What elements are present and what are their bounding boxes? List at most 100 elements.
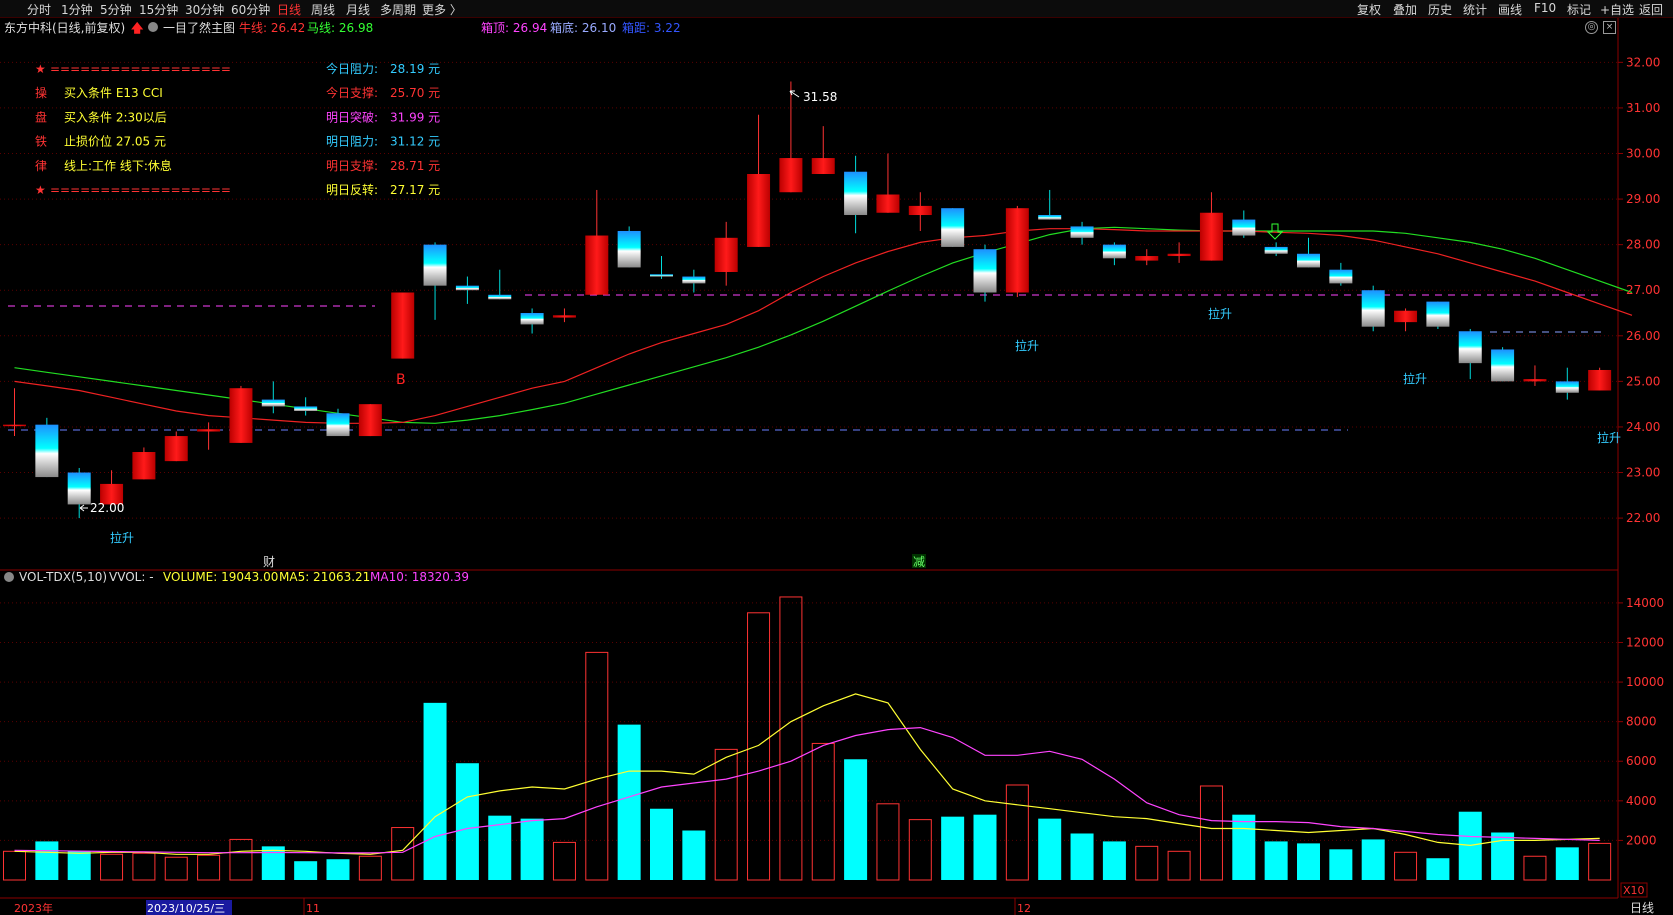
period-tab-weekly[interactable]: 周线 [311, 3, 336, 17]
volume-bar-up [132, 852, 156, 881]
volume-bar-down [261, 846, 285, 880]
back-button[interactable]: 返回 [1639, 3, 1664, 17]
candle-body-down [1361, 290, 1385, 327]
volume-bar-up [714, 748, 738, 881]
vol-toggle-icon[interactable] [4, 572, 14, 582]
candle-body-up [229, 388, 253, 443]
scale-badge[interactable]: X10 [1623, 884, 1645, 897]
candle-body-up [747, 174, 771, 247]
candle-body-up [876, 194, 900, 213]
cut-marker[interactable]: 减 [913, 555, 925, 569]
scale-badge-bg [1620, 882, 1648, 898]
volume-ma5-line [14, 693, 1600, 855]
lift-label-5: 拉升 [1597, 430, 1621, 445]
stock-title[interactable]: 东方中科(日线,前复权) [4, 21, 126, 35]
candle-body-up [1167, 253, 1191, 257]
adjust-button[interactable]: 复权 [1357, 3, 1382, 17]
candle-body-down [1070, 226, 1094, 238]
history-button[interactable]: 历史 [1428, 3, 1453, 17]
close-icon[interactable]: × [1603, 21, 1616, 34]
level-label: 今日支撑: [326, 85, 378, 100]
low-price-label: 22.00 [90, 501, 124, 515]
period-tab-5min[interactable]: 5分钟 [100, 3, 132, 17]
period-tab-1min[interactable]: 1分钟 [61, 3, 93, 17]
candle-body-up [391, 292, 415, 359]
candle-body-up [1588, 369, 1612, 391]
volume-bar-up [585, 651, 609, 881]
settings-icon[interactable]: ◎ [1585, 21, 1598, 34]
vol-ma5-value: MA5: 21063.21 [279, 570, 370, 584]
candle-body-down [650, 274, 673, 277]
indicator-mode[interactable]: 一目了然主图 [163, 21, 236, 35]
volume-bar-down [1232, 814, 1256, 880]
candle-body-down [682, 276, 706, 284]
volume-bar-up [1394, 851, 1418, 881]
price-tick-label: 28.00 [1626, 238, 1660, 252]
moving-average-lines [14, 226, 1633, 424]
candle-body-down [520, 313, 544, 325]
candle-body-down [1264, 246, 1288, 254]
volume-bar-up [552, 841, 576, 881]
volume-bar-down [1297, 843, 1320, 880]
volume-tick-label: 4000 [1626, 794, 1657, 808]
stats-button[interactable]: 统计 [1463, 3, 1488, 17]
period-tab-60min[interactable]: 60分钟 [231, 3, 271, 17]
high-arrow-icon [789, 90, 800, 98]
top-toolbar: 分时 1分钟 5分钟 15分钟 30分钟 60分钟 日线 周线 月线 多周期 更… [0, 0, 1673, 18]
candle-body-down [1555, 381, 1579, 393]
high-price-label: 31.58 [803, 90, 837, 104]
vol-indicator-name[interactable]: VOL-TDX(5,10) [19, 570, 107, 584]
candle-body-up [100, 483, 124, 505]
volume-bar-up [1005, 784, 1029, 881]
volume-value: VOLUME: 19043.00 [163, 570, 278, 584]
f10-button[interactable]: F10 [1534, 1, 1557, 15]
period-tab-monthly[interactable]: 月线 [346, 3, 371, 17]
period-tab-daily[interactable]: 日线 [277, 3, 302, 17]
level-value: 31.12 元 [390, 135, 440, 149]
ma-line-red [14, 228, 1633, 424]
volume-bar-up [811, 742, 835, 881]
candle-body-up [714, 237, 738, 272]
mark-button[interactable]: 标记 [1567, 3, 1592, 17]
volume-bar-down [67, 851, 91, 880]
fin-marker[interactable]: 财 [263, 555, 275, 569]
draw-button[interactable]: 画线 [1498, 3, 1523, 17]
volume-tick-label: 6000 [1626, 754, 1657, 768]
candle-body-up [197, 429, 221, 432]
volume-bar-down [488, 815, 512, 880]
period-tab-15min[interactable]: 15分钟 [139, 3, 179, 17]
volume-bar-up [876, 803, 900, 881]
add-watchlist-button[interactable]: +自选 [1600, 3, 1635, 17]
period-tab-fenshi[interactable]: 分时 [27, 3, 52, 17]
volume-bar-down [650, 808, 673, 880]
candle-body-up [1199, 212, 1223, 261]
candle-body-down [1232, 219, 1256, 236]
candle-body-down [67, 472, 91, 505]
kline-chart[interactable]: 32.00 31.00 30.00 29.00 28.00 27.00 26.00 25.00… [0, 18, 1673, 915]
rule-tag: 操 [35, 85, 47, 100]
period-tab-multi[interactable]: 多周期 [380, 3, 417, 17]
low-arrow-icon [79, 504, 88, 512]
rule-tag: 盘 [35, 109, 47, 124]
rule-tag: 律 [35, 159, 47, 173]
vol-ma10-value: MA10: 18320.39 [370, 570, 469, 584]
volume-tick-label: 2000 [1626, 833, 1657, 847]
period-tab-more[interactable]: 更多 〉 [422, 3, 462, 17]
lift-label-2: 拉升 [1015, 338, 1039, 353]
period-tab-30min[interactable]: 30分钟 [185, 3, 225, 17]
rule-text: ================== [50, 62, 231, 76]
price-tick-label: 23.00 [1626, 466, 1660, 480]
volume-tick-label: 14000 [1626, 596, 1664, 610]
overlay-button[interactable]: 叠加 [1393, 3, 1418, 17]
volume-bar-down [1038, 818, 1062, 880]
volume-bar-down [973, 814, 997, 880]
indicator-toggle-icon[interactable] [148, 22, 158, 32]
month-label-11: 11 [306, 902, 320, 915]
candle-body-up [358, 404, 382, 437]
ma-line-value: 马线: 26.98 [307, 21, 374, 35]
rule-text: 止损价位 27.05 元 [64, 134, 166, 149]
volume-bar-down [326, 859, 350, 880]
rule-text: 线上:工作 线下:休息 [64, 158, 172, 173]
